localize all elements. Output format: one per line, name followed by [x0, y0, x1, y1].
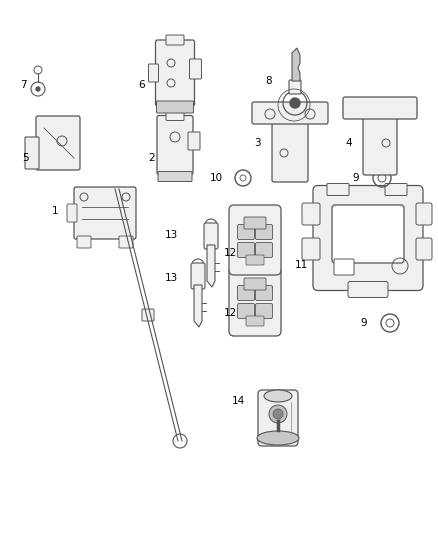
Circle shape [269, 405, 287, 423]
FancyBboxPatch shape [36, 116, 80, 170]
FancyBboxPatch shape [363, 111, 397, 175]
Text: 13: 13 [165, 230, 178, 240]
FancyBboxPatch shape [156, 101, 194, 113]
FancyBboxPatch shape [385, 183, 407, 196]
FancyBboxPatch shape [302, 238, 320, 260]
FancyBboxPatch shape [157, 116, 193, 174]
FancyBboxPatch shape [258, 390, 298, 446]
Text: 1: 1 [52, 206, 59, 216]
Polygon shape [194, 285, 202, 327]
Polygon shape [207, 245, 215, 287]
FancyBboxPatch shape [246, 255, 264, 265]
FancyBboxPatch shape [272, 116, 308, 182]
Polygon shape [292, 48, 300, 81]
Text: 2: 2 [148, 153, 155, 163]
FancyBboxPatch shape [148, 64, 159, 82]
Circle shape [290, 98, 300, 108]
FancyBboxPatch shape [416, 203, 432, 225]
Text: 7: 7 [20, 80, 27, 90]
FancyBboxPatch shape [332, 205, 404, 263]
Ellipse shape [257, 431, 299, 445]
FancyBboxPatch shape [255, 286, 272, 301]
Text: 12: 12 [224, 308, 237, 318]
FancyBboxPatch shape [204, 223, 218, 249]
FancyBboxPatch shape [302, 203, 320, 225]
Text: 9: 9 [352, 173, 359, 183]
FancyBboxPatch shape [252, 102, 328, 124]
Circle shape [209, 223, 213, 227]
FancyBboxPatch shape [255, 243, 272, 257]
FancyBboxPatch shape [237, 243, 254, 257]
FancyBboxPatch shape [67, 204, 77, 222]
Text: 12: 12 [224, 248, 237, 258]
Circle shape [36, 87, 40, 91]
Ellipse shape [264, 390, 292, 402]
Text: 14: 14 [232, 396, 245, 406]
Text: 3: 3 [254, 138, 261, 148]
FancyBboxPatch shape [343, 97, 417, 119]
FancyBboxPatch shape [255, 303, 272, 319]
FancyBboxPatch shape [244, 217, 266, 229]
Text: 10: 10 [210, 173, 223, 183]
FancyBboxPatch shape [77, 236, 91, 248]
FancyBboxPatch shape [188, 132, 200, 150]
FancyBboxPatch shape [229, 266, 281, 336]
FancyBboxPatch shape [191, 263, 205, 289]
Text: 13: 13 [165, 273, 178, 283]
Text: 11: 11 [295, 260, 308, 270]
FancyBboxPatch shape [158, 172, 192, 182]
FancyBboxPatch shape [166, 35, 184, 45]
FancyBboxPatch shape [190, 59, 201, 79]
FancyBboxPatch shape [348, 281, 388, 297]
FancyBboxPatch shape [166, 110, 184, 120]
FancyBboxPatch shape [255, 224, 272, 239]
Text: 5: 5 [22, 153, 28, 163]
Text: 6: 6 [138, 80, 145, 90]
FancyBboxPatch shape [313, 185, 423, 290]
Text: 4: 4 [345, 138, 352, 148]
Circle shape [273, 409, 283, 419]
FancyBboxPatch shape [74, 187, 136, 239]
FancyBboxPatch shape [289, 80, 301, 94]
FancyBboxPatch shape [155, 40, 194, 106]
FancyBboxPatch shape [244, 278, 266, 290]
FancyBboxPatch shape [25, 137, 39, 169]
FancyBboxPatch shape [237, 286, 254, 301]
FancyBboxPatch shape [237, 224, 254, 239]
Text: 9: 9 [360, 318, 367, 328]
FancyBboxPatch shape [327, 183, 349, 196]
FancyBboxPatch shape [229, 205, 281, 275]
FancyBboxPatch shape [142, 309, 154, 321]
FancyBboxPatch shape [416, 238, 432, 260]
FancyBboxPatch shape [334, 259, 354, 275]
FancyBboxPatch shape [237, 303, 254, 319]
Text: 8: 8 [265, 76, 272, 86]
FancyBboxPatch shape [119, 236, 133, 248]
Circle shape [196, 263, 200, 267]
FancyBboxPatch shape [246, 316, 264, 326]
